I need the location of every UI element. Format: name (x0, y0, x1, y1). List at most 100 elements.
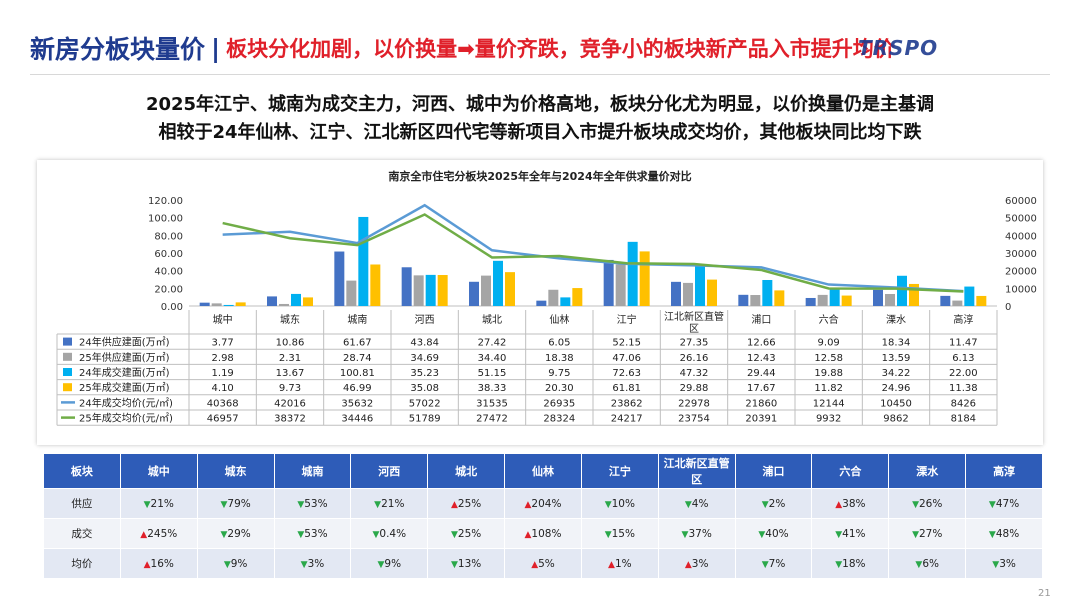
bar-mark (603, 259, 614, 306)
data-table-value: 28.74 (343, 353, 372, 364)
bar-mark (493, 260, 503, 306)
down-arrow-icon: ▼ (220, 499, 228, 510)
data-table-value: 28324 (543, 414, 575, 425)
bar-mark (267, 296, 277, 306)
data-table-value: 2.98 (212, 353, 234, 364)
data-table-value: 4.10 (212, 383, 234, 394)
summary-cell: ▼9% (350, 548, 429, 579)
bar-mark (303, 297, 313, 306)
summary-cell-value: 108% (531, 527, 562, 540)
bar-mark (481, 275, 491, 306)
down-arrow-icon: ▼ (374, 499, 382, 510)
data-table-value: 18.38 (545, 353, 574, 364)
summary-cell-value: 48% (995, 527, 1020, 540)
down-arrow-icon: ▼ (761, 499, 769, 510)
summary-cell-value: 3% (307, 557, 325, 570)
summary-cell: ▼0.4% (350, 518, 429, 549)
bar-mark (334, 251, 345, 306)
summary-cell-value: 53% (304, 497, 328, 510)
summary-cell-value: 37% (688, 527, 712, 540)
up-arrow-icon: ▲ (608, 559, 615, 570)
right-axis-tick-label: 10000 (1005, 284, 1037, 295)
data-table-value: 6.13 (952, 353, 974, 364)
summary-cell: ▲108% (504, 518, 582, 549)
data-table-value: 6.05 (548, 338, 570, 349)
bar-mark (279, 303, 289, 306)
bar-mark (841, 295, 852, 306)
summary-cell-value: 1% (614, 557, 632, 570)
summary-cell-value: 10% (611, 497, 635, 510)
data-table-value: 34.69 (410, 353, 439, 364)
data-table-value: 1.19 (212, 368, 234, 379)
data-table-value: 35.08 (410, 383, 439, 394)
combo-chart: 0.00 20.00 40.00 60.00 80.00 100.00 120.00 0 100… (56, 196, 1037, 426)
data-table-value: 34446 (341, 414, 373, 425)
summary-cell: ▼4% (657, 488, 736, 519)
down-arrow-icon: ▼ (223, 559, 231, 570)
summary-cell: ▼21% (350, 488, 429, 519)
bar-mark (829, 288, 840, 306)
data-table-value: 12.66 (747, 338, 776, 349)
summary-cell: ▼15% (580, 518, 659, 549)
summary-row-label: 供应 (43, 488, 121, 519)
data-table-value: 22.00 (949, 368, 978, 379)
category-label: 江北新区直管 (664, 310, 724, 323)
summary-cell: ▼48% (965, 518, 1043, 549)
legend-label: 24年成交建面(万㎡) (79, 366, 170, 379)
data-table-value: 47.32 (680, 368, 709, 379)
bar-mark (291, 293, 301, 306)
summary-column-header: 仙林 (504, 453, 582, 489)
legend-swatch (63, 337, 72, 346)
data-table-value: 9862 (883, 414, 908, 425)
summary-cell: ▼37% (657, 518, 736, 549)
chart-title: 南京全市住宅分板块2025年全年与2024年全年供求量价对比 (388, 170, 692, 183)
data-table-value: 31535 (476, 398, 508, 409)
data-table-value: 42016 (274, 398, 306, 409)
data-table-value: 10.86 (276, 338, 305, 349)
summary-cell-value: 7% (768, 557, 786, 570)
legend-label: 25年成交建面(万㎡) (79, 381, 170, 394)
category-label: 江宁 (617, 313, 637, 326)
data-table-value: 61.67 (343, 338, 372, 349)
summary-row: 供应 ▼21% ▼79% ▼53% ▼21% ▲25% ▲204% ▼10% ▼4% ▼2% ▲38… (43, 488, 1043, 519)
summary-cell-value: 41% (842, 527, 866, 540)
title-divider (30, 74, 1050, 75)
left-axis-tick-label: 120.00 (148, 196, 183, 207)
bar-mark (199, 302, 210, 306)
category-label-wrap: 区 (689, 323, 699, 335)
category-label: 六合 (819, 313, 839, 326)
bar-mark (639, 251, 650, 306)
up-arrow-icon: ▲ (143, 559, 151, 570)
page-title: 新房分板块量价 (30, 35, 206, 64)
summary-cell: ▲5% (504, 548, 582, 579)
data-table-value: 27.42 (478, 338, 507, 349)
right-axis-tick-label: 40000 (1005, 231, 1037, 242)
data-table-value: 27472 (476, 414, 508, 425)
data-table-value: 38372 (274, 414, 306, 425)
data-table-value: 100.81 (340, 368, 375, 379)
bar-mark (964, 286, 975, 306)
yoy-summary-table: 板块 城中 城东 城南 河西 城北 仙林 江宁 江北新区直管区 浦口 六合 溧水 高淳 供应 ▼21% ▼7… (43, 453, 1043, 579)
left-axis-tick-label: 40.00 (154, 267, 183, 278)
data-table-value: 21860 (745, 398, 777, 409)
left-axis-tick-label: 20.00 (154, 284, 183, 295)
bar-mark (805, 297, 816, 306)
down-arrow-icon: ▼ (300, 559, 308, 570)
summary-cell: ▲3% (657, 548, 736, 579)
down-arrow-icon: ▼ (372, 529, 380, 540)
summary-cell-value: 47% (995, 497, 1020, 510)
summary-cell-value: 2% (768, 497, 786, 510)
summary-cell: ▲16% (119, 548, 198, 579)
bar-mark (627, 241, 638, 306)
summary-cell: ▼2% (734, 488, 813, 519)
page-subtitle: 板块分化加剧，以价换量➡量价齐跌，竞争小的板块新产品入市提升均价 (226, 37, 895, 61)
summary-cell: ▲1% (580, 548, 659, 579)
up-arrow-icon: ▲ (835, 499, 843, 510)
data-table-value: 22978 (678, 398, 710, 409)
data-table-value: 46.99 (343, 383, 372, 394)
summary-cell-value: 40% (765, 527, 789, 540)
summary-cell-value: 13% (457, 557, 482, 570)
up-arrow-icon: ▲ (531, 559, 539, 570)
summary-column-header: 江宁 (580, 453, 659, 489)
summary-cell: ▼40% (734, 518, 813, 549)
